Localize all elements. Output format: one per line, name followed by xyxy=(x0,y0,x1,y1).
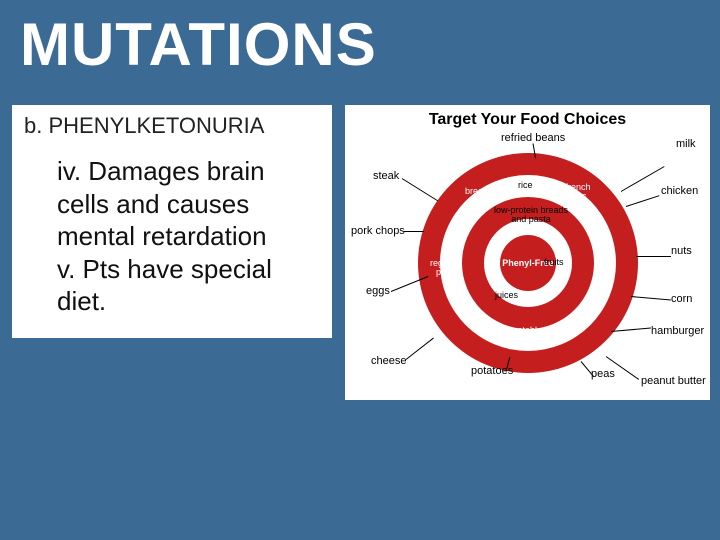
food-label-milk: milk xyxy=(676,139,696,151)
subtitle-text: b. PHENYLKETONURIA xyxy=(24,113,320,139)
line-steak xyxy=(402,178,438,201)
ring-label-lowprotein: low-protein breads and pasta xyxy=(491,206,571,225)
food-label-hamburger: hamburger xyxy=(651,326,704,338)
food-label-cheese: cheese xyxy=(371,356,406,368)
diagram-panel: Target Your Food Choices Phenyl-Free ric… xyxy=(345,105,710,400)
ring-label-vegetables: vegetables xyxy=(503,326,547,335)
target-diagram: Phenyl-Free rice juices fruits low-prote… xyxy=(351,131,706,393)
food-label-potatoes: potatoes xyxy=(471,366,513,378)
food-label-corn: corn xyxy=(671,294,692,306)
food-label-chicken: chicken xyxy=(661,186,698,198)
food-label-refried-beans: refried beans xyxy=(501,133,565,145)
ring-label-juices: juices xyxy=(495,291,518,300)
ring-label-pasta: regular pasta xyxy=(420,259,458,278)
line-cheese xyxy=(406,338,434,360)
food-label-steak: steak xyxy=(373,171,399,183)
line-hamburger xyxy=(611,328,651,332)
food-label-peas: peas xyxy=(591,369,615,381)
line-chicken xyxy=(626,195,660,207)
line-porkchops xyxy=(404,231,424,232)
ring-label-bread: bread xyxy=(465,187,488,196)
page-title: MUTATIONS xyxy=(0,0,720,84)
line-corn xyxy=(631,296,671,300)
diagram-title: Target Your Food Choices xyxy=(351,111,704,129)
food-label-peanut-butter: peanut butter xyxy=(641,376,706,388)
content-point-v: v. Pts have special diet. xyxy=(57,253,320,318)
food-label-pork-chops: pork chops xyxy=(351,226,405,238)
ring-label-rice: rice xyxy=(518,181,533,190)
line-nuts xyxy=(636,256,671,257)
content-point-iv: iv. Damages brain cells and causes menta… xyxy=(57,155,320,253)
food-label-eggs: eggs xyxy=(366,286,390,298)
ring-label-fries: french fries xyxy=(561,183,595,202)
content-box: iv. Damages brain cells and causes menta… xyxy=(12,145,332,338)
ring-label-fruits: fruits xyxy=(544,258,564,267)
food-label-nuts: nuts xyxy=(671,246,692,258)
line-milk xyxy=(621,166,665,192)
